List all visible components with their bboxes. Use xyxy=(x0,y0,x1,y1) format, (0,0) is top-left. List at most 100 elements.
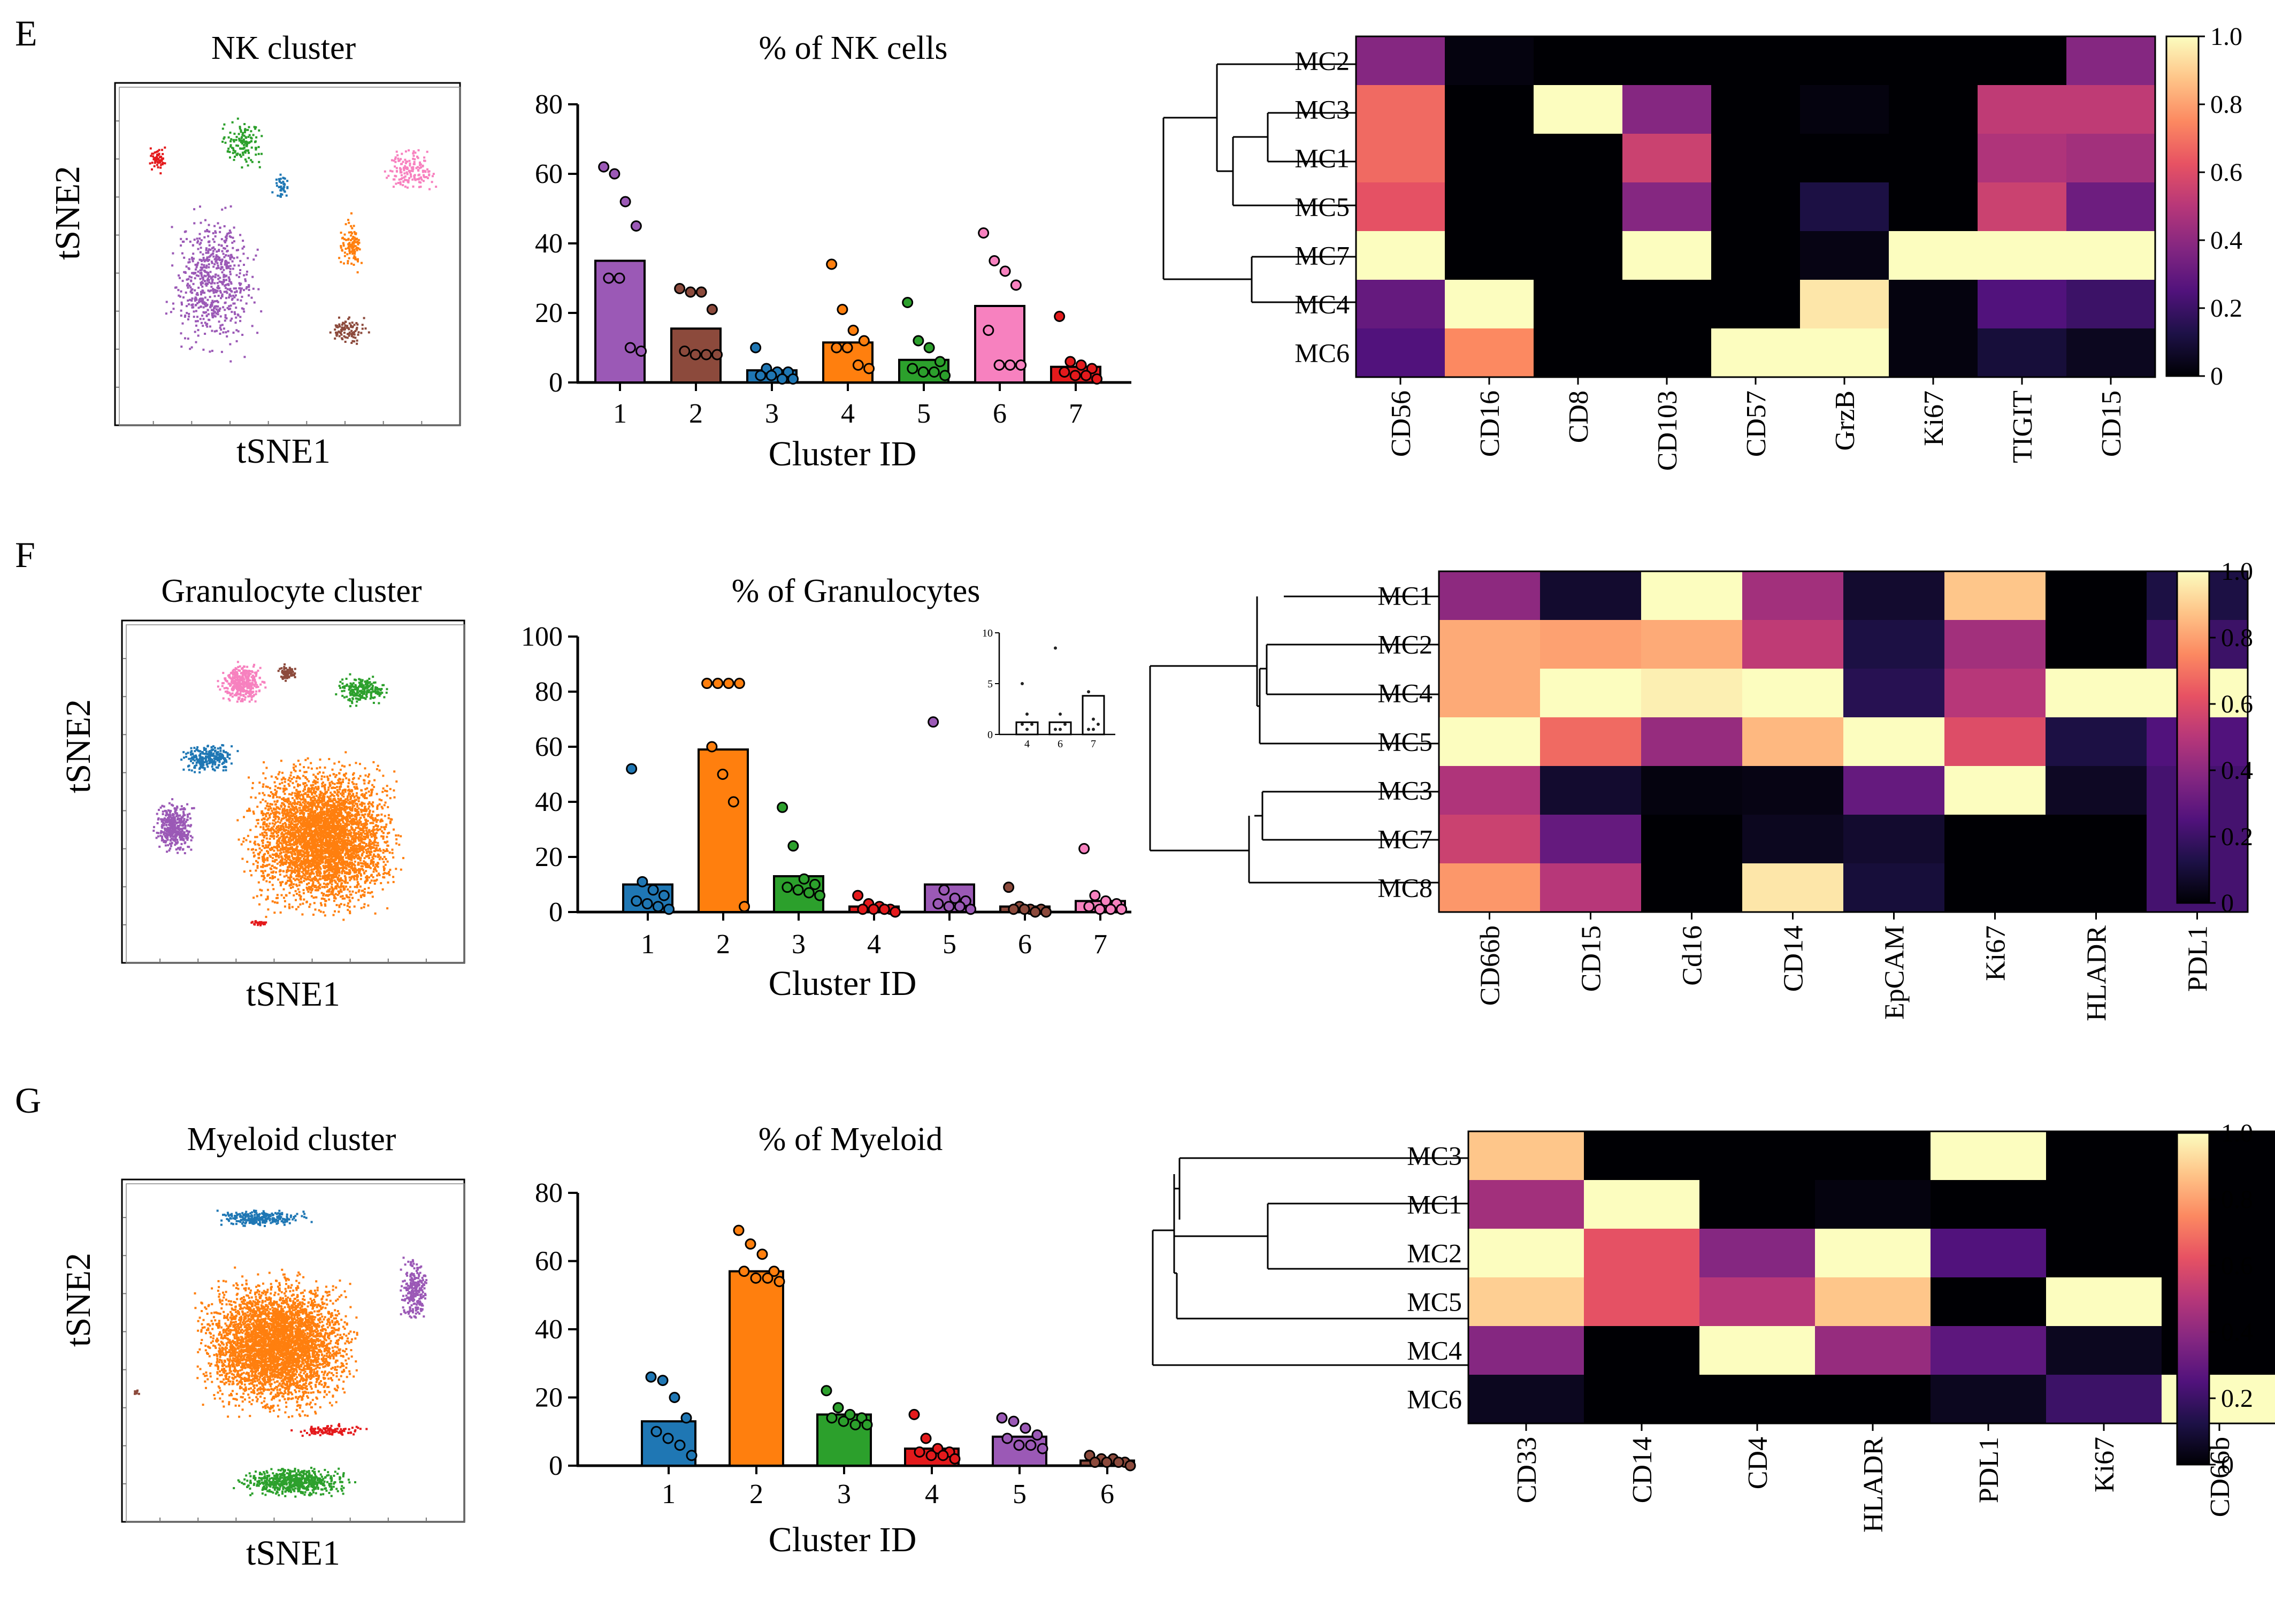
tsne-point xyxy=(321,807,324,809)
tsne-point xyxy=(379,820,382,823)
tsne-point xyxy=(262,813,265,815)
tsne-point xyxy=(298,881,301,884)
data-point xyxy=(679,346,691,357)
tsne-point xyxy=(210,286,213,288)
tsne-point xyxy=(274,785,277,787)
tsne-point xyxy=(370,792,373,795)
tsne-point xyxy=(290,835,293,838)
tsne-point xyxy=(336,811,339,814)
tsne-point xyxy=(351,252,354,255)
tsne-point xyxy=(354,330,357,332)
tsne-point xyxy=(250,146,253,149)
tsne-point xyxy=(385,823,388,826)
heatmap-cell xyxy=(1622,134,1712,183)
tsne-point xyxy=(213,288,216,291)
tsne-point xyxy=(298,872,301,875)
tsne-point xyxy=(262,845,264,847)
tsne-point xyxy=(344,791,347,793)
tsne-point xyxy=(213,263,216,265)
tsne-point xyxy=(382,849,385,852)
tsne-point xyxy=(318,829,320,832)
tsne-point xyxy=(344,836,346,838)
tsne-point xyxy=(310,797,312,800)
tsne-point xyxy=(345,839,348,841)
tsne-point xyxy=(337,890,340,893)
tsne-point xyxy=(359,816,362,819)
tsne-point xyxy=(356,792,358,794)
tsne-point xyxy=(164,146,166,149)
tsne-point xyxy=(226,245,228,247)
tsne-point xyxy=(320,832,323,834)
tsne-point xyxy=(233,264,236,267)
tsne-point xyxy=(345,894,348,897)
tsne-point xyxy=(336,852,339,855)
tsne-point xyxy=(237,144,239,147)
tsne-point xyxy=(211,278,214,281)
tsne-point xyxy=(428,173,431,176)
data-point xyxy=(1069,370,1081,381)
tsne-point xyxy=(344,806,347,809)
tsne-point xyxy=(263,836,265,839)
tsne-point xyxy=(311,822,314,824)
tsne-point xyxy=(277,849,279,852)
tsne-point xyxy=(419,161,422,164)
tsne-point xyxy=(199,318,202,320)
tsne-point xyxy=(318,798,320,800)
tsne-point xyxy=(343,867,346,869)
tsne-point xyxy=(262,792,264,794)
tsne-point xyxy=(279,849,281,852)
tsne-point xyxy=(220,297,222,300)
tsne-point xyxy=(298,870,301,872)
tsne-point xyxy=(288,847,290,849)
panel-letter: F xyxy=(15,534,35,575)
tsne-point xyxy=(292,797,294,799)
tsne-point xyxy=(362,865,364,868)
tsne-point xyxy=(347,795,349,798)
tsne-point xyxy=(327,788,330,791)
tsne-point xyxy=(374,818,377,821)
tsne-point xyxy=(357,331,360,334)
tsne-point xyxy=(369,846,371,849)
tsne-point xyxy=(247,834,249,837)
tsne-point xyxy=(308,832,311,834)
tsne-point xyxy=(344,853,347,855)
tsne-point xyxy=(298,809,301,811)
tsne-point xyxy=(326,869,328,872)
heatmap-cell xyxy=(1711,134,1801,183)
tsne-point xyxy=(300,851,302,853)
tsne-point xyxy=(376,821,378,823)
tsne-point xyxy=(308,789,310,792)
tsne-point xyxy=(309,876,311,878)
tsne-point xyxy=(371,856,374,859)
tsne-point xyxy=(292,857,294,859)
tsne-point xyxy=(329,815,332,817)
tsne-point xyxy=(366,787,369,790)
tsne-point xyxy=(199,205,201,208)
tsne-point xyxy=(309,842,312,845)
tsne-point xyxy=(302,861,304,863)
tsne-point xyxy=(250,874,252,877)
tsne-point xyxy=(202,282,204,285)
tsne-point xyxy=(306,817,309,820)
tsne-point xyxy=(399,167,401,170)
tsne-point xyxy=(239,234,242,236)
tsne-point xyxy=(252,848,254,851)
tsne-point xyxy=(338,904,341,907)
tsne-frame xyxy=(121,619,465,964)
tsne-point xyxy=(336,326,339,328)
tsne-point xyxy=(195,268,197,271)
tsne-point xyxy=(378,769,381,772)
tsne-point xyxy=(219,290,221,292)
tsne-point xyxy=(334,818,336,821)
heatmap-cell xyxy=(2066,280,2156,329)
heatmap-col-label: CD57 xyxy=(1741,390,1772,457)
tsne-point xyxy=(387,817,390,819)
tsne-point xyxy=(367,331,370,334)
tsne-point xyxy=(231,256,233,258)
tsne-point xyxy=(340,854,342,857)
tsne-point xyxy=(325,801,327,804)
tsne-point xyxy=(154,160,157,163)
tsne-point xyxy=(271,875,274,878)
tsne-point xyxy=(311,885,313,887)
heatmap-cell xyxy=(1978,280,2067,329)
